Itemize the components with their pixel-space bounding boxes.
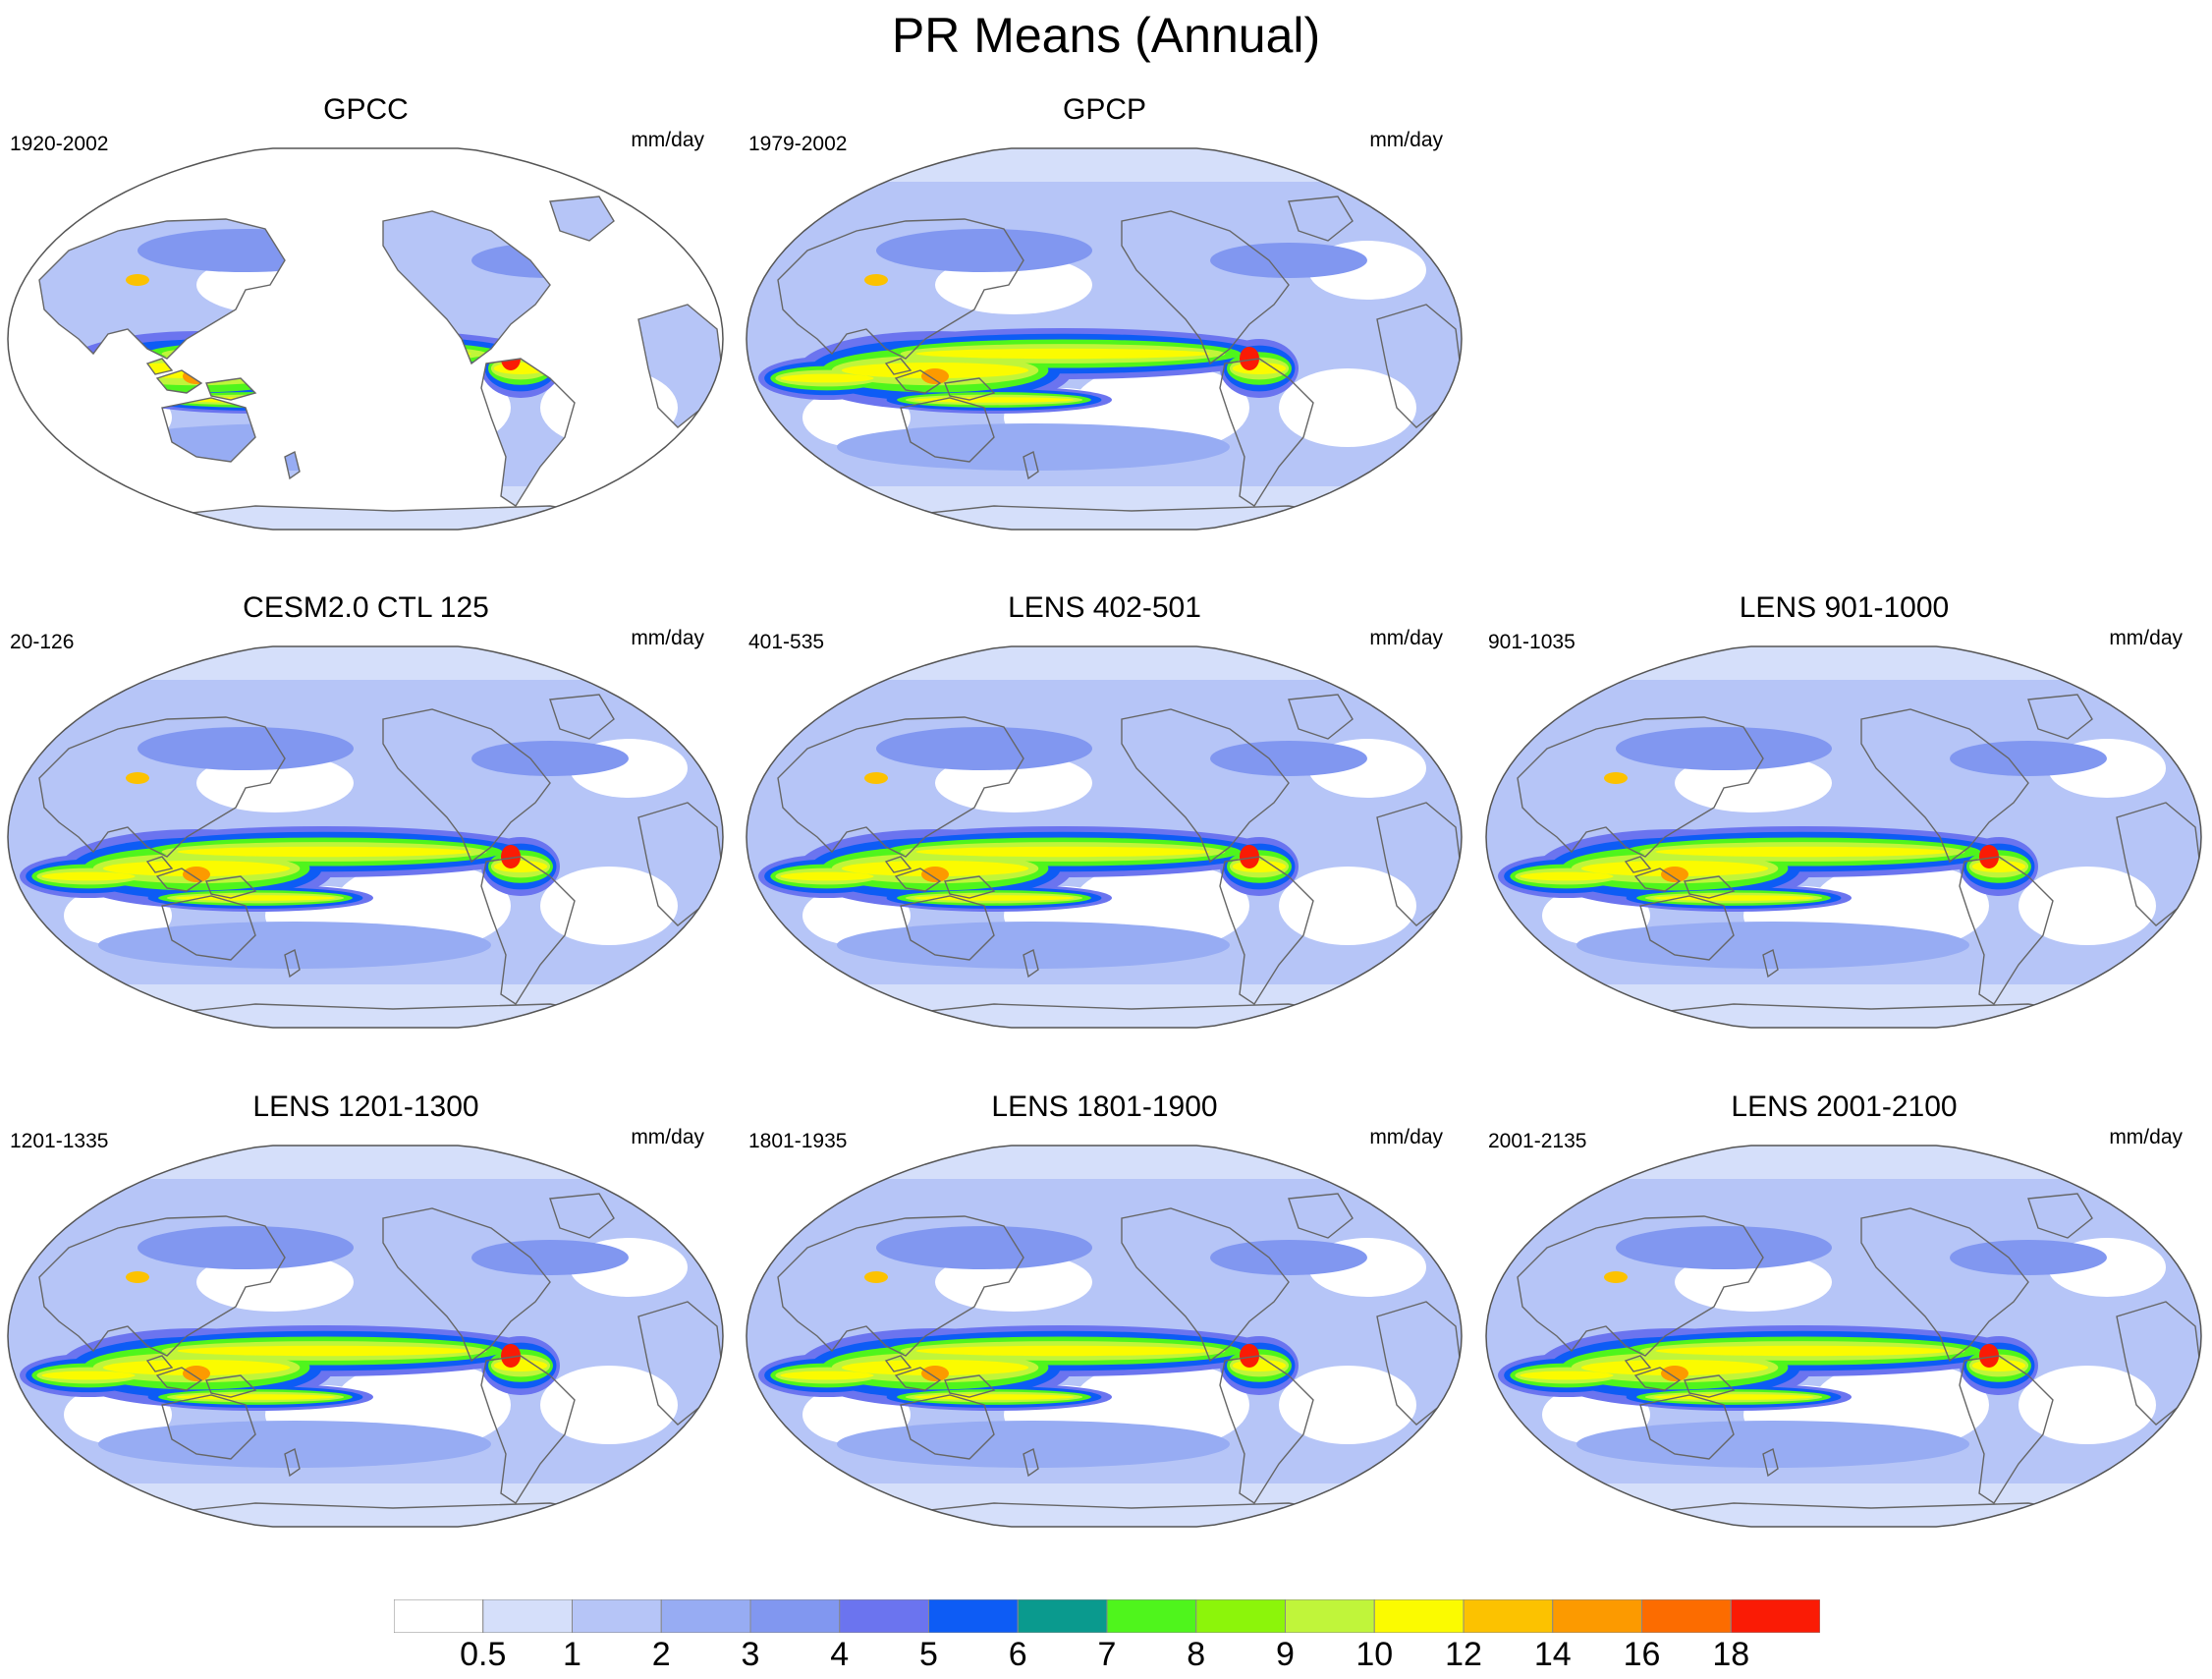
colorbar-label: 4: [830, 1636, 850, 1673]
colorbar-label: 0.5: [460, 1636, 507, 1673]
colorbar-label: 9: [1276, 1636, 1295, 1673]
world-map: [746, 1145, 1463, 1528]
colorbar-box: [1017, 1599, 1108, 1633]
panel-period: 1201-1335: [10, 1130, 109, 1152]
panel-title: LENS 1201-1300: [252, 1091, 479, 1123]
panel-title: CESM2.0 CTL 125: [243, 591, 489, 624]
colorbar-label: 8: [1187, 1636, 1206, 1673]
world-map: [7, 645, 724, 1029]
colorbar-label: 14: [1533, 1636, 1572, 1673]
colorbar: [394, 1599, 1820, 1633]
colorbar-box: [928, 1599, 1019, 1633]
colorbar-box: [1641, 1599, 1732, 1633]
colorbar-label: 10: [1355, 1636, 1394, 1673]
panel-title: GPCP: [1062, 93, 1147, 126]
panel-period: 20-126: [10, 631, 75, 653]
colorbar-box: [1373, 1599, 1465, 1633]
colorbar-box: [749, 1599, 841, 1633]
colorbar-box: [1730, 1599, 1820, 1633]
panel-units: mm/day: [1369, 129, 1443, 151]
colorbar-box: [1195, 1599, 1286, 1633]
panel-period: 2001-2135: [1488, 1130, 1587, 1152]
colorbar-box: [572, 1599, 662, 1633]
colorbar-label: 5: [919, 1636, 938, 1673]
panel-title: GPCC: [323, 93, 409, 126]
panel-units: mm/day: [631, 1126, 704, 1148]
map-panel: LENS 2001-2100 2001-2135 mm/day: [1478, 1091, 2210, 1547]
panel-title: LENS 1801-1900: [991, 1091, 1218, 1123]
map-panel: GPCP 1979-2002 mm/day: [739, 93, 1470, 550]
panel-title: LENS 402-501: [1008, 591, 1201, 624]
colorbar-box: [660, 1599, 751, 1633]
map-panel: LENS 1801-1900 1801-1935 mm/day: [739, 1091, 1470, 1547]
world-map: [1485, 645, 2202, 1029]
colorbar-box: [839, 1599, 929, 1633]
panel-period: 1920-2002: [10, 133, 109, 155]
world-map: [1485, 1145, 2202, 1528]
colorbar-label: 18: [1712, 1636, 1750, 1673]
panel-units: mm/day: [631, 129, 704, 151]
colorbar-label: 6: [1008, 1636, 1027, 1673]
colorbar-box: [1285, 1599, 1375, 1633]
panel-title: LENS 2001-2100: [1731, 1091, 1958, 1123]
panel-title: LENS 901-1000: [1739, 591, 1950, 624]
world-map: [7, 1145, 724, 1528]
panel-units: mm/day: [1369, 627, 1443, 649]
map-panel: GPCC 1920-2002 mm/day: [0, 93, 732, 550]
colorbar-label: 1: [563, 1636, 581, 1673]
colorbar-label: 7: [1097, 1636, 1117, 1673]
colorbar-label: 16: [1623, 1636, 1661, 1673]
panel-period: 1979-2002: [748, 133, 848, 155]
map-panel: CESM2.0 CTL 125 20-126 mm/day: [0, 591, 732, 1048]
page-title: PR Means (Annual): [891, 8, 1321, 63]
panel-period: 1801-1935: [748, 1130, 848, 1152]
panel-units: mm/day: [2109, 627, 2183, 649]
colorbar-box: [1552, 1599, 1642, 1633]
world-map: [746, 147, 1463, 531]
colorbar-box: [394, 1599, 484, 1633]
map-panel: LENS 901-1000 901-1035 mm/day: [1478, 591, 2210, 1048]
colorbar-box: [482, 1599, 573, 1633]
map-panel: LENS 402-501 401-535 mm/day: [739, 591, 1470, 1048]
colorbar-label: 3: [741, 1636, 760, 1673]
colorbar-label: 12: [1445, 1636, 1482, 1673]
colorbar-box: [1463, 1599, 1554, 1633]
world-map: [746, 645, 1463, 1029]
colorbar-box: [1106, 1599, 1197, 1633]
colorbar-labels: 0.5 1 2 3 4 5 6 7 8 9 10 12 14 16 18: [0, 1635, 2212, 1678]
panel-units: mm/day: [631, 627, 704, 649]
panel-units: mm/day: [2109, 1126, 2183, 1148]
panel-units: mm/day: [1369, 1126, 1443, 1148]
world-map: [7, 147, 724, 531]
panel-period: 401-535: [748, 631, 825, 653]
map-panel: LENS 1201-1300 1201-1335 mm/day: [0, 1091, 732, 1547]
colorbar-label: 2: [651, 1636, 671, 1673]
panel-period: 901-1035: [1488, 631, 1576, 653]
